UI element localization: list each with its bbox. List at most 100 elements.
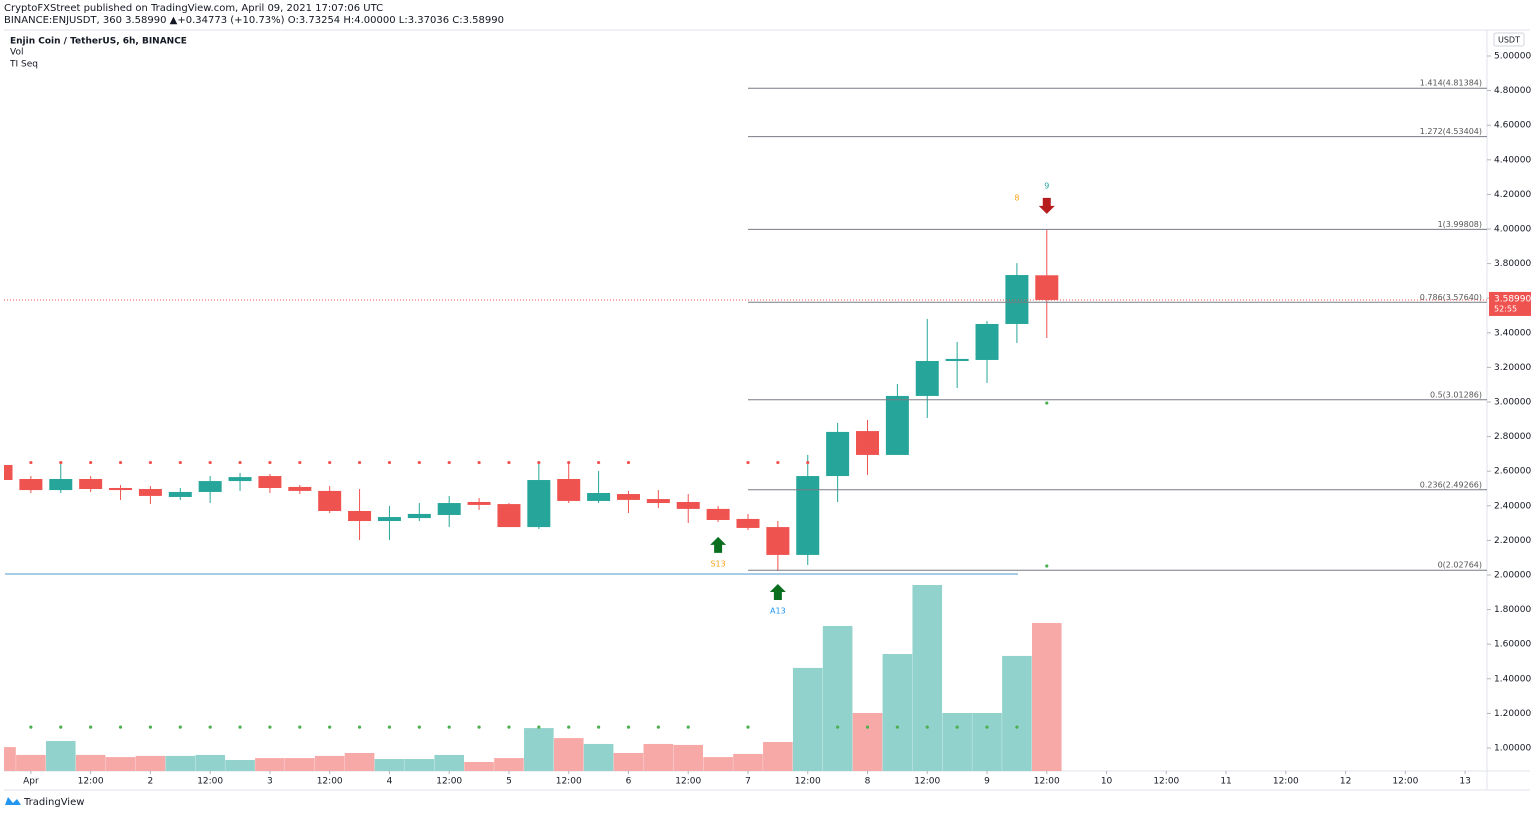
seq-dot xyxy=(567,460,571,465)
seq-dot xyxy=(208,725,212,729)
candle-body xyxy=(1005,275,1029,324)
volume-bar xyxy=(255,758,285,771)
seq-dot xyxy=(1015,725,1019,729)
seq-dot xyxy=(29,460,33,465)
candle-body xyxy=(646,499,670,504)
volume-bar xyxy=(822,625,853,771)
volume-bar xyxy=(314,755,345,771)
candle-body xyxy=(885,395,909,455)
volume-bar xyxy=(882,653,913,771)
candle-body xyxy=(377,517,401,522)
footer: TradingView xyxy=(23,797,84,808)
seq-dot xyxy=(118,725,123,729)
candle-body xyxy=(796,476,820,555)
volume-bar xyxy=(195,754,225,771)
y-tick-label: 2.80000 xyxy=(1494,432,1531,442)
legend-title: Enjin Coin / TetherUS, 6h, BINANCE xyxy=(10,37,187,47)
volume-bar xyxy=(673,744,704,771)
seq-dot xyxy=(596,460,601,465)
y-tick-label: 2.60000 xyxy=(1494,467,1531,477)
volume-bar xyxy=(942,712,972,771)
seq-dot xyxy=(746,460,750,465)
volume-bar xyxy=(165,755,196,771)
fib-label: 0(2.02764) xyxy=(1438,561,1482,570)
y-tick-label: 5.00000 xyxy=(1494,52,1531,62)
x-tick-label: 12:00 xyxy=(1392,777,1418,787)
seq-dot xyxy=(238,725,242,729)
y-tick-label: 1.60000 xyxy=(1494,640,1531,650)
currency: USDT xyxy=(1498,36,1520,45)
candle-body xyxy=(676,501,700,509)
annotation: 8 xyxy=(1014,193,1019,202)
seq-dot xyxy=(865,725,870,729)
seq-dot xyxy=(148,460,153,465)
seq-dot xyxy=(925,725,929,729)
candle-body xyxy=(975,323,999,360)
seq-dot xyxy=(537,460,541,465)
seq-dot xyxy=(148,725,153,729)
x-tick-label: 6 xyxy=(626,777,632,787)
seq-dot xyxy=(447,725,451,729)
x-tick-label: 12:00 xyxy=(1153,777,1179,787)
seq-dot xyxy=(328,460,332,465)
seq-dot xyxy=(89,725,93,729)
x-tick-label: 10 xyxy=(1101,777,1113,787)
seq-dot xyxy=(178,725,182,729)
candle-body xyxy=(437,503,461,515)
volume-bar xyxy=(45,741,76,771)
seq-dot xyxy=(268,460,272,465)
volume-bar xyxy=(105,757,136,771)
volume-bar xyxy=(524,728,554,771)
x-tick-label: 8 xyxy=(865,777,871,787)
y-tick-label: 3.80000 xyxy=(1494,259,1531,269)
x-tick-label: 12:00 xyxy=(436,777,462,787)
volume-bar xyxy=(613,752,644,771)
x-tick-label: 4 xyxy=(387,777,393,787)
seq-dot xyxy=(626,725,631,729)
volume-bar xyxy=(643,743,674,771)
last-price-tag xyxy=(1489,291,1531,316)
seq-dot xyxy=(955,725,959,729)
candle-body xyxy=(616,494,640,500)
candle-body xyxy=(258,476,282,488)
seq-dot xyxy=(746,725,750,729)
y-tick-label: 2.00000 xyxy=(1494,570,1531,580)
x-tick-label: 12 xyxy=(1340,777,1351,787)
candle-body xyxy=(318,490,342,511)
seq-dot xyxy=(1045,564,1049,568)
x-tick-label: 12:00 xyxy=(78,777,104,787)
seq-dot xyxy=(507,725,511,729)
candle-body xyxy=(4,464,13,481)
volume-bar xyxy=(1031,623,1062,771)
candle-body xyxy=(736,518,760,528)
annotation: A13 xyxy=(770,606,786,615)
seq-dot xyxy=(417,725,421,729)
volume-bar xyxy=(553,738,584,771)
candle-body xyxy=(228,477,252,482)
candle-body xyxy=(706,508,730,520)
seq-dot xyxy=(895,725,899,729)
y-tick-label: 3.00000 xyxy=(1494,398,1531,408)
fib-label: 0.236(2.49266) xyxy=(1420,480,1482,489)
seq-dot xyxy=(537,725,541,729)
candle-body xyxy=(587,492,611,501)
plot-area: 1.414(4.81384) 1.272(4.53404) 1(3.99808) 0.… xyxy=(4,79,1487,771)
annotation: 9 xyxy=(1044,181,1049,190)
seq-dot xyxy=(238,460,242,465)
arrow-up xyxy=(769,583,786,600)
candle-body xyxy=(168,491,192,497)
currency-box xyxy=(1493,32,1525,47)
seq-dot xyxy=(387,460,392,465)
volume-bar xyxy=(852,712,883,771)
y-tick-label: 1.80000 xyxy=(1494,605,1531,615)
seq-dot xyxy=(298,725,302,729)
volume-bar xyxy=(434,754,464,771)
seq-dot xyxy=(477,460,481,465)
seq-dot xyxy=(656,725,660,729)
seq-dot xyxy=(118,460,123,465)
y-tick-label: 1.20000 xyxy=(1494,709,1531,719)
last-price-label: 3.58990 xyxy=(1494,294,1531,304)
volume-bar xyxy=(225,760,255,771)
